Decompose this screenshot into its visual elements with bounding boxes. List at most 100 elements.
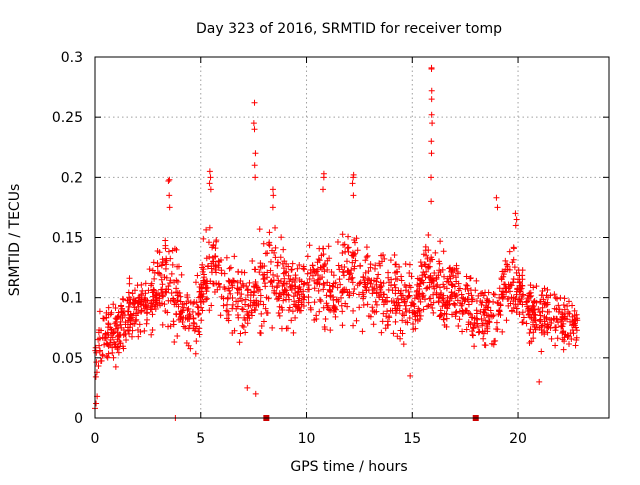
data-point xyxy=(203,226,210,233)
data-point xyxy=(192,350,199,357)
data-point xyxy=(483,312,490,319)
data-point xyxy=(320,251,327,258)
data-point xyxy=(561,306,568,313)
y-tick-label: 0.3 xyxy=(61,50,83,66)
data-point xyxy=(274,296,281,303)
data-point xyxy=(377,279,384,286)
data-point xyxy=(204,284,211,291)
data-point xyxy=(231,327,238,334)
x-axis-label: GPS time / hours xyxy=(290,459,407,475)
data-point xyxy=(561,315,568,322)
data-point xyxy=(311,285,318,292)
data-point xyxy=(239,322,246,329)
data-point xyxy=(384,294,391,301)
data-point xyxy=(392,318,399,325)
data-point xyxy=(327,327,334,334)
data-point xyxy=(453,265,460,272)
data-point xyxy=(206,180,213,187)
data-point xyxy=(260,301,267,308)
data-point xyxy=(159,281,166,288)
data-point xyxy=(437,312,444,319)
data-point xyxy=(316,296,323,303)
data-point xyxy=(556,306,563,313)
data-point xyxy=(363,244,370,251)
data-point xyxy=(127,299,134,306)
data-point xyxy=(462,307,469,314)
data-point xyxy=(564,303,571,310)
data-point xyxy=(118,303,125,310)
data-point xyxy=(330,272,337,279)
data-point xyxy=(402,260,409,267)
data-point xyxy=(467,311,474,318)
data-point xyxy=(372,298,379,305)
data-point xyxy=(456,316,463,323)
data-point xyxy=(320,304,327,311)
data-point xyxy=(507,288,514,295)
data-point xyxy=(126,314,133,321)
data-point xyxy=(269,324,276,331)
data-point xyxy=(240,306,247,313)
data-point xyxy=(231,253,238,260)
data-point xyxy=(229,295,236,302)
data-point xyxy=(484,295,491,302)
data-point xyxy=(175,316,182,323)
data-point xyxy=(179,307,186,314)
data-point xyxy=(389,287,396,294)
data-point xyxy=(427,295,434,302)
data-point xyxy=(246,279,253,286)
data-point xyxy=(131,320,138,327)
data-point xyxy=(275,310,282,317)
data-point xyxy=(109,330,116,337)
data-point xyxy=(93,400,100,407)
data-point xyxy=(155,290,162,297)
data-point xyxy=(554,335,561,342)
data-point xyxy=(198,284,205,291)
data-point xyxy=(385,274,392,281)
data-point xyxy=(181,301,188,308)
data-point xyxy=(351,237,358,244)
data-point xyxy=(490,291,497,298)
data-point xyxy=(371,265,378,272)
data-point xyxy=(338,263,345,270)
data-point xyxy=(328,268,335,275)
data-point xyxy=(304,253,311,260)
data-point xyxy=(149,311,156,318)
data-point xyxy=(260,318,267,325)
data-point xyxy=(573,334,580,341)
y-tick-label: 0.25 xyxy=(52,110,83,126)
data-point xyxy=(496,294,503,301)
data-point xyxy=(545,324,552,331)
data-point xyxy=(414,287,421,294)
data-point xyxy=(551,305,558,312)
data-point xyxy=(135,303,142,310)
data-point xyxy=(105,304,112,311)
data-point xyxy=(247,297,254,304)
data-point xyxy=(182,325,189,332)
data-point xyxy=(510,279,517,286)
data-point xyxy=(448,295,455,302)
data-point xyxy=(316,308,323,315)
data-point xyxy=(217,312,224,319)
data-point xyxy=(367,280,374,287)
data-point xyxy=(439,303,446,310)
data-point xyxy=(207,186,214,193)
data-point xyxy=(280,246,287,253)
data-point xyxy=(384,308,391,315)
data-point xyxy=(330,283,337,290)
data-point xyxy=(325,243,332,250)
data-point xyxy=(499,328,506,335)
data-point xyxy=(448,281,455,288)
data-point xyxy=(496,307,503,314)
data-point xyxy=(224,301,231,308)
data-point xyxy=(570,330,577,337)
data-point xyxy=(321,281,328,288)
data-point xyxy=(227,264,234,271)
data-point xyxy=(269,283,276,290)
data-point xyxy=(289,260,296,267)
data-point xyxy=(356,304,363,311)
data-point xyxy=(360,301,367,308)
data-point xyxy=(258,322,265,329)
data-point xyxy=(418,263,425,270)
data-point xyxy=(224,308,231,315)
data-point xyxy=(412,325,419,332)
